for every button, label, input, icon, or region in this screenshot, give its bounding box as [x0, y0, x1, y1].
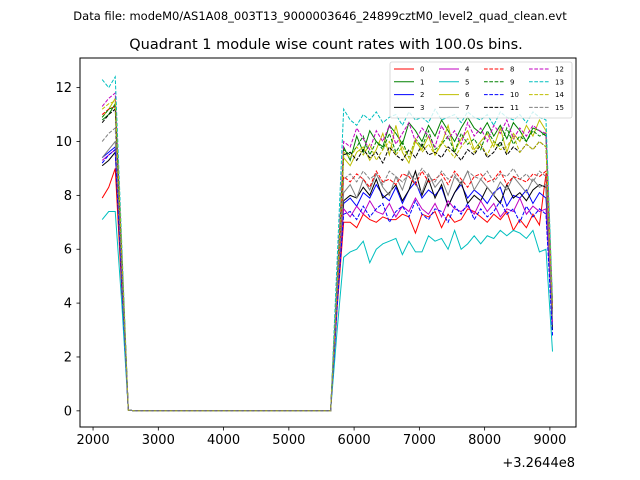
- legend-label-15: 15: [555, 104, 564, 112]
- x-tick-label: 7000: [403, 433, 436, 448]
- legend-label-14: 14: [555, 91, 564, 99]
- y-axis: 0 2 4 6 8 10 12: [55, 81, 80, 419]
- y-tick-label: 0: [64, 404, 72, 419]
- x-tick-label: 3000: [142, 433, 175, 448]
- x-tick-label: 9000: [533, 433, 566, 448]
- legend-label-5: 5: [465, 78, 469, 86]
- legend-label-1: 1: [420, 78, 424, 86]
- legend-box: [389, 61, 573, 119]
- y-tick-label: 2: [64, 350, 72, 365]
- plot-lines: [101, 75, 554, 412]
- legend-label-10: 10: [510, 91, 519, 99]
- legend-label-6: 6: [465, 91, 470, 99]
- legend-label-13: 13: [555, 78, 564, 86]
- y-tick-label: 4: [64, 297, 72, 312]
- legend-label-3: 3: [420, 104, 424, 112]
- legend-label-9: 9: [510, 78, 514, 86]
- x-axis: 2000 3000 4000 5000 6000 7000 8000 9000: [77, 427, 566, 448]
- x-tick-label: 8000: [468, 433, 501, 448]
- x-tick-label: 5000: [272, 433, 305, 448]
- x-offset-label: +3.2644e8: [502, 456, 575, 471]
- y-tick-label: 6: [64, 243, 72, 258]
- x-tick-label: 2000: [77, 433, 110, 448]
- series-line-15: [101, 127, 554, 412]
- axes-frame: [79, 57, 577, 428]
- y-tick-label: 12: [55, 81, 72, 96]
- legend-label-7: 7: [465, 104, 469, 112]
- legend-label-2: 2: [420, 91, 424, 99]
- suptitle: Data file: modeM0/AS1A08_003T13_90000036…: [73, 9, 567, 23]
- y-tick-label: 10: [55, 135, 72, 150]
- x-tick-label: 6000: [338, 433, 371, 448]
- legend-label-11: 11: [510, 104, 519, 112]
- x-tick-label: 4000: [207, 433, 240, 448]
- chart-title: Quadrant 1 module wise count rates with …: [129, 37, 523, 53]
- legend-label-8: 8: [510, 66, 514, 74]
- legend-label-12: 12: [555, 66, 564, 74]
- legend-label-4: 4: [465, 66, 470, 74]
- y-tick-label: 8: [64, 189, 72, 204]
- legend-label-0: 0: [420, 66, 424, 74]
